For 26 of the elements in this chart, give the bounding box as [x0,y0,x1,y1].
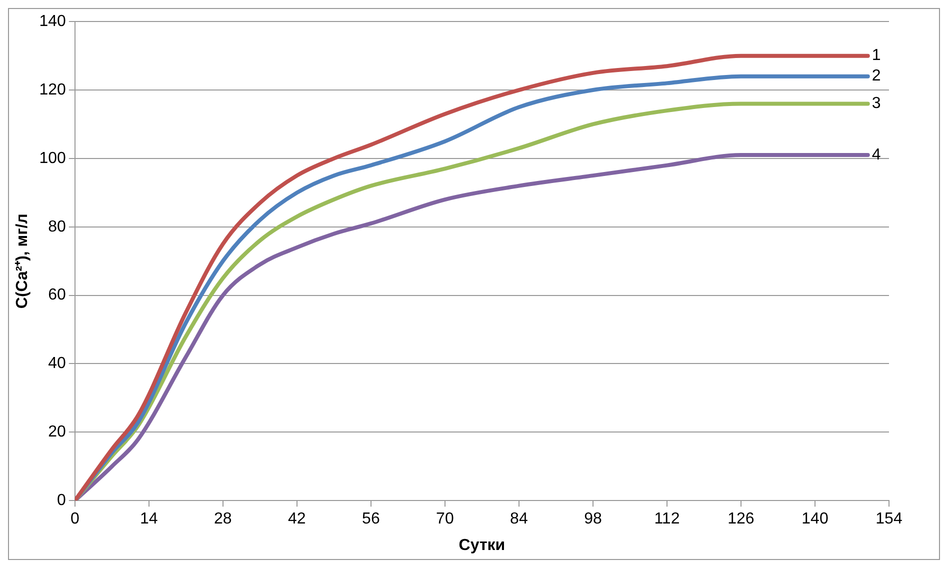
y-axis-title: C(Ca²⁺), мг/л [14,214,32,309]
series-label: 1 [872,47,881,64]
x-tick-label: 42 [288,510,306,528]
x-tick-label: 140 [802,510,828,528]
x-tick-label: 126 [728,510,754,528]
x-tick-label: 112 [654,510,680,528]
x-tick-label: 84 [510,510,528,528]
x-tick-label: 28 [214,510,232,528]
y-tick-label: 80 [48,218,66,236]
y-tick-label: 140 [39,13,66,30]
x-tick-label: 0 [70,510,80,528]
y-tick-label: 100 [39,150,66,167]
y-tick-label: 0 [56,492,66,510]
x-tick-label: 14 [140,510,158,528]
x-tick-label: 70 [436,510,454,528]
series-label: 3 [872,95,881,112]
y-tick-label: 20 [48,424,66,441]
series-label: 4 [872,146,881,164]
x-tick-label: 154 [876,510,902,528]
y-tick-label: 60 [48,286,66,304]
x-tick-label: 56 [362,510,380,528]
y-tick-label: 120 [39,81,66,98]
x-axis-title: Сутки [458,536,506,554]
x-tick-label: 98 [584,510,602,528]
series-label: 2 [872,68,881,85]
y-tick-label: 40 [48,355,66,372]
